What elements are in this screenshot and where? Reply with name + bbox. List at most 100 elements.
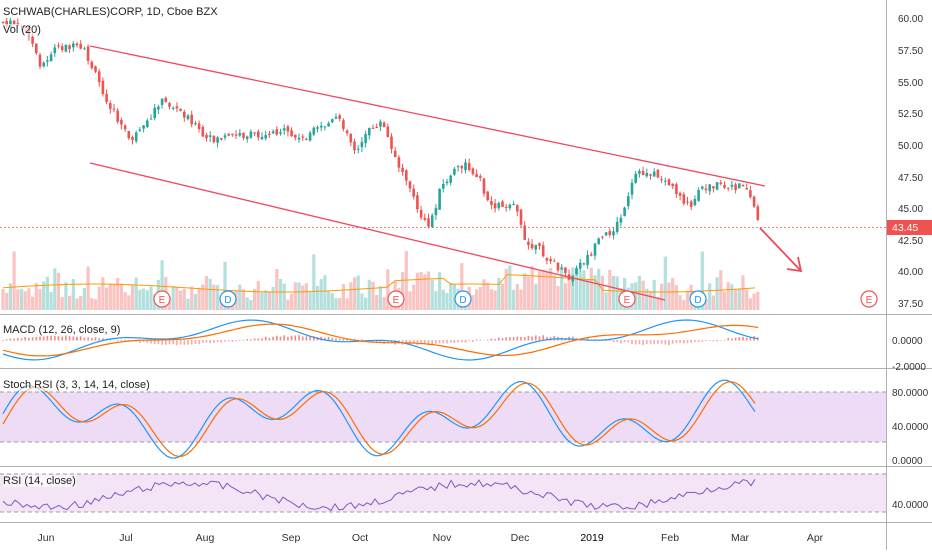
candle-body — [445, 181, 449, 184]
candle-body — [238, 133, 242, 136]
macd-histogram-bar — [28, 337, 30, 341]
stoch-band — [0, 392, 886, 442]
candle-body — [260, 136, 264, 140]
macd-histogram-bar — [405, 340, 408, 345]
volume-bar — [745, 289, 749, 310]
macd-histogram-bar — [272, 336, 274, 341]
volume-bar — [19, 288, 24, 310]
volume-bar — [93, 299, 98, 310]
macd-histogram-bar — [520, 336, 522, 341]
volume-bar — [23, 291, 27, 310]
time-tick-label: Jun — [38, 532, 55, 544]
candle-body — [530, 244, 534, 249]
candle-body — [427, 218, 430, 227]
volume-bar — [127, 295, 131, 310]
volume-bar — [415, 272, 419, 310]
volume-bar — [31, 296, 35, 310]
macd-histogram-bar — [290, 335, 293, 341]
candle-body — [434, 207, 438, 216]
symbol-title[interactable]: SCHWAB(CHARLES)CORP, 1D, Cboe BZX — [3, 6, 218, 18]
volume-bar — [134, 277, 138, 310]
macd-histogram-bar — [87, 337, 89, 341]
volume-bar — [423, 274, 427, 310]
macd-histogram-bar — [509, 336, 511, 341]
candle-body — [545, 257, 549, 261]
event-marker-label: D — [224, 295, 231, 306]
macd-histogram-bar — [438, 340, 441, 344]
volume-bar — [408, 291, 412, 310]
candle-body — [205, 135, 208, 139]
macd-histogram-bar — [553, 335, 556, 341]
macd-histogram-bar — [664, 340, 667, 345]
event-marker-label: D — [459, 295, 466, 306]
candle-body — [379, 121, 382, 127]
candle-body — [79, 44, 82, 49]
trendline-upper[interactable] — [89, 45, 766, 187]
trendline-lower[interactable] — [89, 162, 666, 301]
candle-body — [338, 115, 341, 119]
stoch-rsi-label[interactable]: Stoch RSI (3, 3, 14, 14, close) — [3, 379, 150, 391]
volume-bar — [27, 288, 31, 310]
volume-bar — [715, 277, 719, 310]
stoch-tick-label: 40.0000 — [892, 422, 929, 433]
volume-bar — [97, 286, 101, 310]
candle-body — [334, 116, 338, 119]
volume-bar — [634, 282, 638, 310]
candle-body — [279, 132, 282, 134]
candle-body — [586, 254, 589, 265]
macd-histogram-bar — [431, 340, 433, 345]
volume-bar — [508, 265, 512, 310]
volume-bar — [722, 291, 727, 310]
volume-bar — [5, 292, 9, 310]
volume-bar — [167, 296, 172, 310]
macd-histogram-bar — [738, 337, 741, 341]
candle-body — [715, 182, 719, 190]
volume-bar — [497, 277, 501, 310]
volume-bar — [315, 286, 320, 310]
volume-bar — [567, 277, 571, 310]
time-axis[interactable]: Jun Jul Aug Sep Oct Nov Dec 2019 Feb Mar Apr — [38, 532, 824, 544]
macd-histogram-bar — [372, 340, 374, 343]
macd-histogram-bar — [283, 335, 285, 341]
volume-bar — [53, 268, 57, 310]
stoch-tick-label: 80.0000 — [892, 388, 929, 399]
candle-body — [482, 178, 486, 194]
candle-body — [619, 217, 623, 223]
candle-body — [83, 48, 86, 50]
rsi-axis[interactable]: 40.0000 — [892, 500, 929, 511]
candle-body — [453, 168, 456, 175]
rsi-label[interactable]: RSI (14, close) — [3, 475, 76, 487]
candle-body — [160, 98, 164, 105]
candle-body — [590, 254, 593, 256]
volume-bar — [637, 275, 641, 310]
volume-bar — [530, 266, 534, 310]
projection-arrow[interactable] — [759, 227, 803, 273]
macd-axis[interactable]: 0.0000 -2.0000 — [892, 336, 926, 373]
volume-bar — [256, 280, 260, 310]
volume-label[interactable]: Vol (20) — [3, 24, 41, 36]
stoch-axis[interactable]: 80.0000 40.0000 0.0000 — [892, 388, 929, 467]
candle-body — [1, 21, 5, 23]
macd-label[interactable]: MACD (12, 26, close, 9) — [3, 324, 121, 336]
candle-body — [146, 120, 149, 127]
candle-body — [382, 122, 386, 127]
macd-histogram-bar — [146, 340, 149, 343]
macd-histogram-bar — [424, 340, 426, 345]
macd-histogram-bar — [712, 340, 715, 342]
volume-bar — [523, 273, 527, 310]
volume-bar — [537, 271, 542, 310]
macd-histogram-bar — [139, 340, 141, 344]
macd-histogram-bar — [161, 340, 163, 345]
macd-histogram-bar — [649, 340, 652, 345]
candle-body — [630, 182, 634, 195]
event-marker-label: E — [866, 295, 873, 306]
candle-body — [578, 262, 582, 269]
volume-bar — [586, 279, 590, 310]
macd-histogram-bar — [505, 337, 507, 341]
volume-bar — [119, 283, 123, 310]
candle-body — [142, 125, 145, 129]
price-axis[interactable]: 60.00 57.50 55.00 52.50 50.00 47.50 45.00 42.50… — [898, 14, 923, 310]
